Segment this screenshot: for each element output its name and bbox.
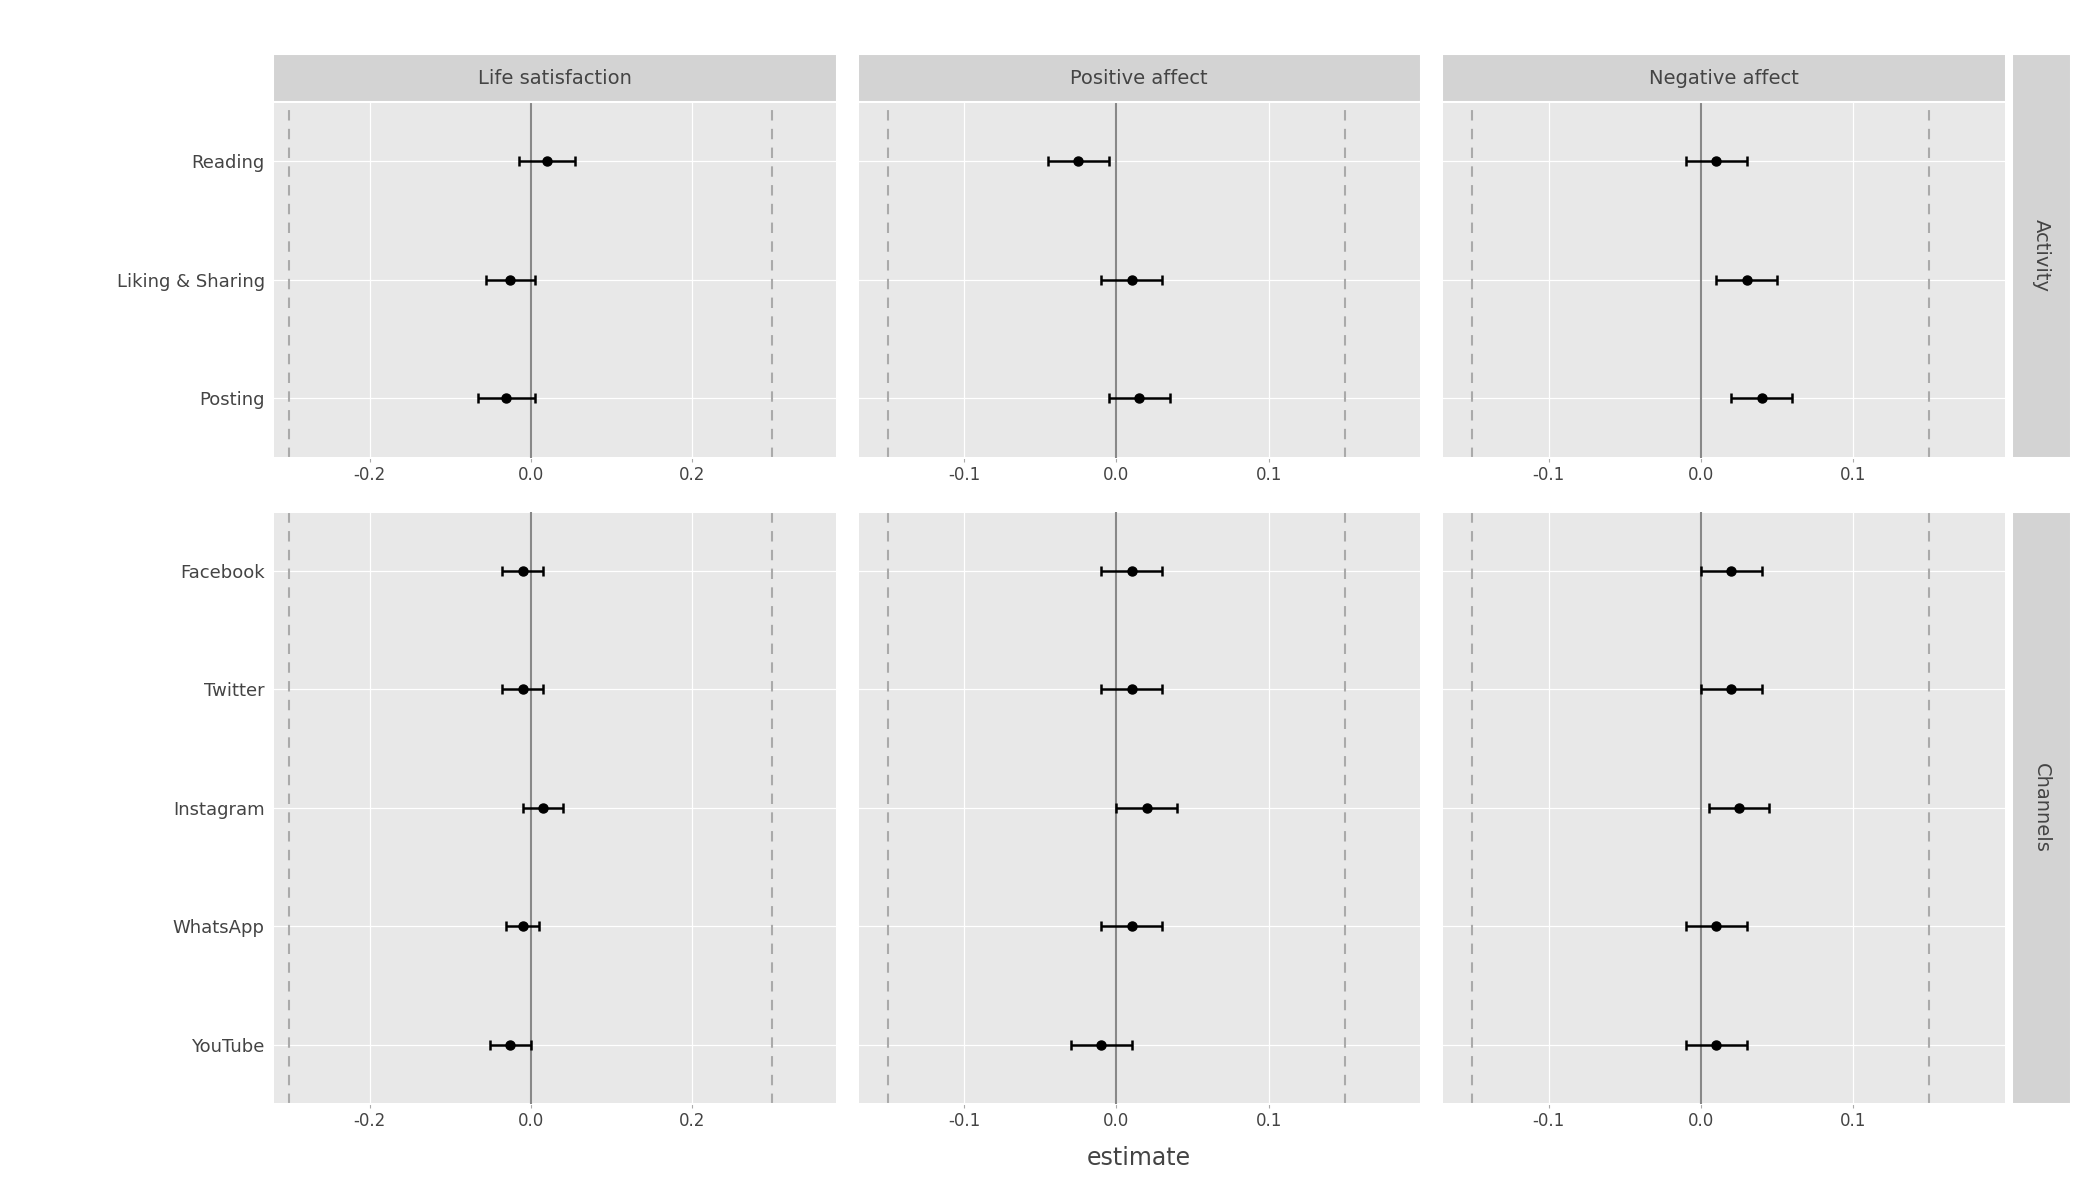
Text: Life satisfaction: Life satisfaction [479, 68, 632, 88]
Text: Positive affect: Positive affect [1071, 68, 1208, 88]
Text: estimate: estimate [1088, 1146, 1191, 1170]
Text: Activity: Activity [2031, 220, 2052, 293]
Text: Channels: Channels [2031, 763, 2052, 853]
Text: Negative affect: Negative affect [1648, 68, 1800, 88]
